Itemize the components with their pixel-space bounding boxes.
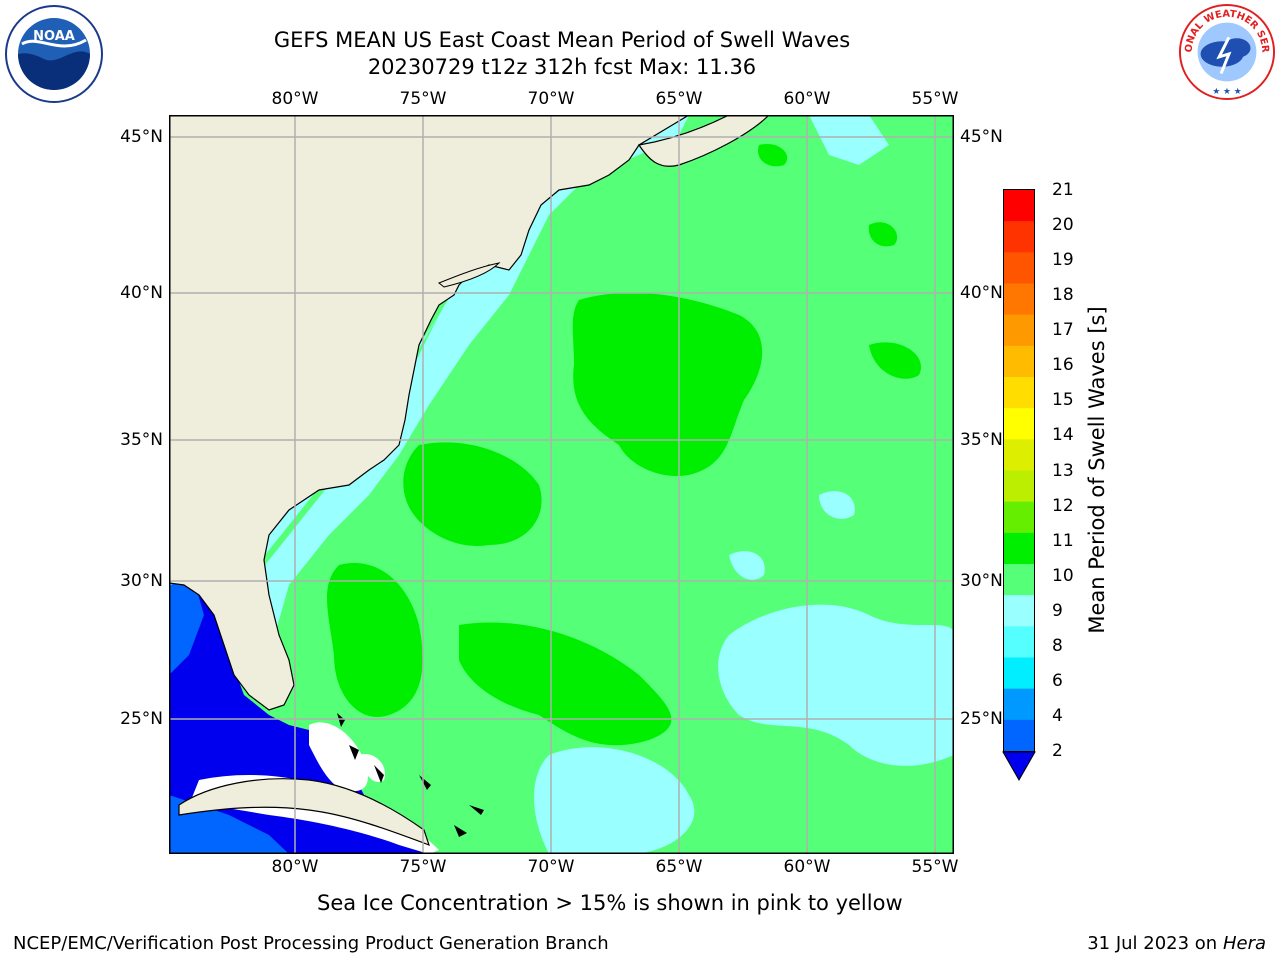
colorbar-segment (1004, 221, 1034, 253)
colorbar-tick-label: 16 (1052, 355, 1074, 376)
lat-label-right: 35°N (960, 430, 1003, 450)
footer-credit: NCEP/EMC/Verification Post Processing Pr… (13, 933, 609, 954)
colorbar-tick-label: 19 (1052, 250, 1074, 271)
lat-label-right: 25°N (960, 709, 1003, 729)
land-north-america (169, 115, 691, 711)
lat-label-left: 30°N (120, 571, 163, 591)
lat-label-right: 30°N (960, 571, 1003, 591)
footer-host: Hera (1222, 933, 1266, 954)
lat-label-left: 35°N (120, 430, 163, 450)
colorbar-tick-label: 8 (1052, 635, 1063, 656)
lon-label-bottom: 65°W (655, 857, 703, 877)
lat-label-left: 45°N (120, 127, 163, 147)
colorbar-tick-label: 14 (1052, 425, 1074, 446)
colorbar-segment (1004, 532, 1034, 565)
colorbar-tick-label: 18 (1052, 285, 1074, 306)
svg-text:★ ★ ★: ★ ★ ★ (1212, 87, 1241, 97)
lon-label-top: 70°W (527, 89, 575, 109)
colorbar-segment (1004, 564, 1034, 596)
colorbar-segment (1004, 377, 1034, 409)
lon-label-bottom: 80°W (271, 857, 319, 877)
lon-label-bottom: 55°W (911, 857, 959, 877)
colorbar-tick-label: 15 (1052, 390, 1074, 411)
colorbar (1002, 189, 1036, 782)
colorbar-segment (1004, 439, 1034, 471)
colorbar-segment (1004, 345, 1034, 378)
lon-label-top: 60°W (783, 89, 831, 109)
colorbar-tick-label: 4 (1052, 705, 1063, 726)
colorbar-tick-label: 10 (1052, 565, 1074, 586)
national-weather-service-logo-icon: NATIONAL WEATHER SERVICE ★ ★ ★ (1178, 3, 1276, 101)
colorbar-segment (1004, 408, 1034, 440)
colorbar-segment (1004, 719, 1034, 752)
colorbar-segment (1004, 252, 1034, 284)
colorbar-tick-label: 11 (1052, 530, 1074, 551)
colorbar-segment (1004, 470, 1034, 503)
land-cuba (178, 778, 430, 847)
sea-ice-note: Sea Ice Concentration > 15% is shown in … (317, 891, 903, 915)
colorbar-tick-label: 21 (1052, 180, 1074, 200)
lon-label-top: 55°W (911, 89, 959, 109)
colorbar-segment (1004, 657, 1034, 690)
lat-label-left: 25°N (120, 709, 163, 729)
colorbar-under-extend (1002, 751, 1036, 782)
map-subtitle: 20230729 t12z 312h fcst Max: 11.36 (367, 55, 757, 79)
swell-period-map (169, 115, 954, 854)
colorbar-tick-label: 6 (1052, 670, 1063, 691)
footer-date: 31 Jul 2023 on Hera (1087, 933, 1266, 954)
colorbar-tick-label: 2 (1052, 741, 1063, 761)
lon-label-bottom: 75°W (399, 857, 447, 877)
lat-label-right: 45°N (960, 127, 1003, 147)
colorbar-tick-label: 13 (1052, 460, 1074, 481)
colorbar-tick-label: 17 (1052, 320, 1074, 341)
lon-label-top: 65°W (655, 89, 703, 109)
colorbar-segment (1004, 595, 1034, 627)
colorbar-tick-label: 9 (1052, 600, 1063, 621)
colorbar-label: Mean Period of Swell Waves [s] (1085, 306, 1109, 634)
noaa-logo-text: NOAA (33, 29, 75, 44)
map-gridlines (169, 115, 954, 854)
colorbar-segment (1004, 314, 1034, 347)
lon-label-bottom: 60°W (783, 857, 831, 877)
colorbar-segment (1004, 190, 1034, 222)
lat-label-left: 40°N (120, 283, 163, 303)
colorbar-segment (1004, 501, 1034, 534)
lon-label-top: 75°W (399, 89, 447, 109)
map-title: GEFS MEAN US East Coast Mean Period of S… (273, 28, 851, 52)
noaa-logo-icon: NOAA (5, 5, 103, 103)
colorbar-tick-label: 20 (1052, 215, 1074, 236)
colorbar-segment (1004, 688, 1034, 721)
colorbar-tick-label: 12 (1052, 495, 1074, 516)
lat-label-right: 40°N (960, 283, 1003, 303)
lon-label-top: 80°W (271, 89, 319, 109)
colorbar-segment (1004, 626, 1034, 658)
lon-label-bottom: 70°W (527, 857, 575, 877)
footer-date-text: 31 Jul 2023 on (1087, 933, 1223, 954)
colorbar-segment (1004, 283, 1034, 316)
colorbar-segments (1004, 190, 1034, 752)
